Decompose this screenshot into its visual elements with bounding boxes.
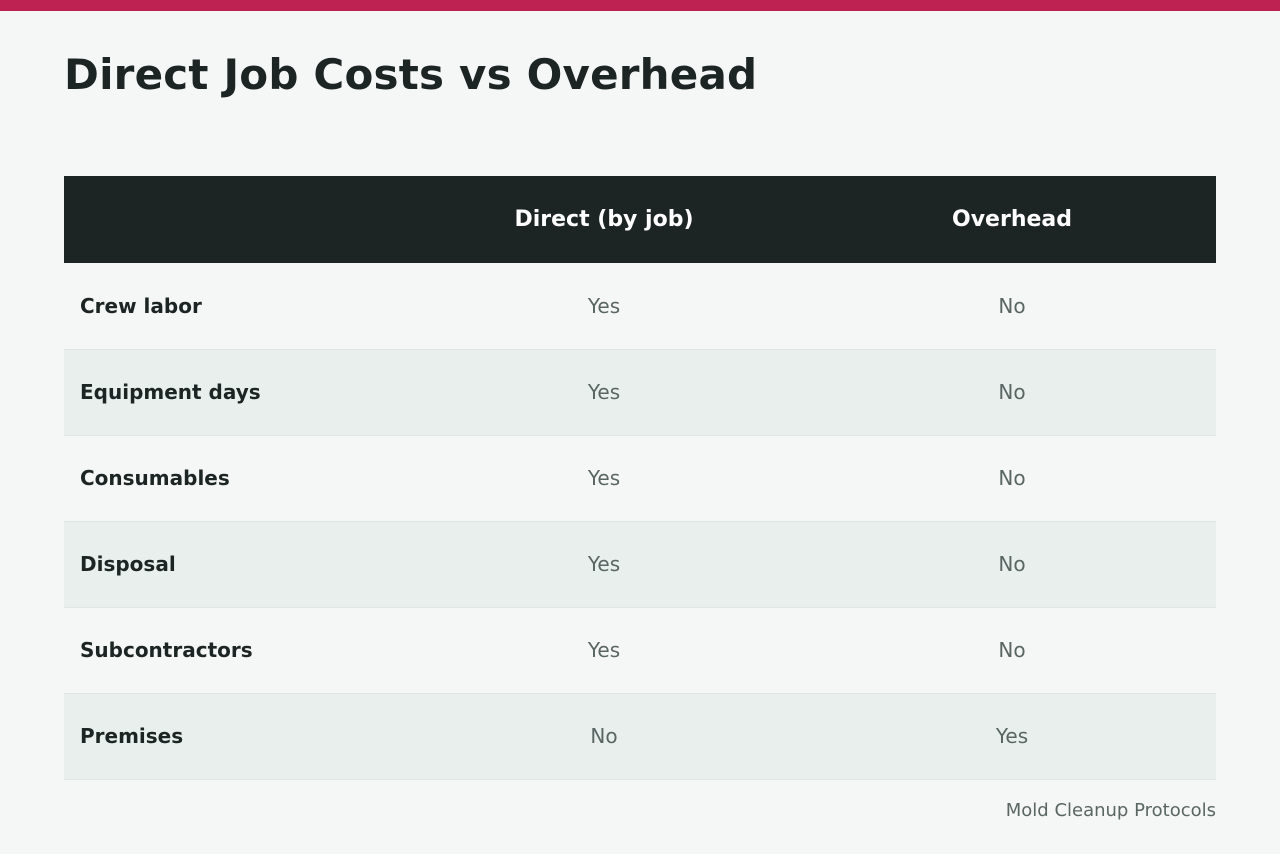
- direct-value: Yes: [587, 380, 621, 404]
- cost-comparison-table: Direct (by job) Overhead Crew labor Yes …: [64, 176, 1216, 780]
- direct-value: Yes: [587, 466, 621, 490]
- table-row: Consumables Yes No: [64, 435, 1216, 521]
- direct-value: Yes: [587, 638, 621, 662]
- accent-bar: [0, 0, 1280, 11]
- overhead-value: No: [998, 552, 1026, 576]
- row-label: Crew labor: [80, 293, 202, 318]
- row-label: Disposal: [80, 552, 176, 576]
- row-label: Equipment days: [80, 380, 261, 404]
- table-row: Disposal Yes No: [64, 521, 1216, 607]
- table-row: Crew labor Yes No: [64, 263, 1216, 349]
- table-row: Subcontractors Yes No: [64, 607, 1216, 693]
- table-header-row: Direct (by job) Overhead: [64, 176, 1216, 263]
- overhead-value: No: [998, 293, 1026, 318]
- header-direct: Direct (by job): [514, 207, 694, 232]
- direct-value: Yes: [587, 552, 621, 576]
- overhead-value: No: [998, 466, 1026, 490]
- overhead-value: No: [998, 638, 1026, 662]
- header-cost-item: [64, 176, 400, 263]
- row-label: Subcontractors: [80, 638, 253, 662]
- row-label: Consumables: [80, 466, 230, 490]
- table-row: Equipment days Yes No: [64, 349, 1216, 435]
- direct-value: No: [590, 724, 618, 748]
- header-overhead: Overhead: [952, 207, 1072, 232]
- overhead-value: Yes: [995, 724, 1029, 748]
- direct-value: Yes: [587, 293, 621, 318]
- overhead-value: No: [998, 380, 1026, 404]
- table-row: Premises No Yes: [64, 693, 1216, 779]
- row-label: Premises: [80, 724, 184, 748]
- page-title: Direct Job Costs vs Overhead: [64, 50, 758, 99]
- source-credit: Mold Cleanup Protocols: [1005, 800, 1216, 821]
